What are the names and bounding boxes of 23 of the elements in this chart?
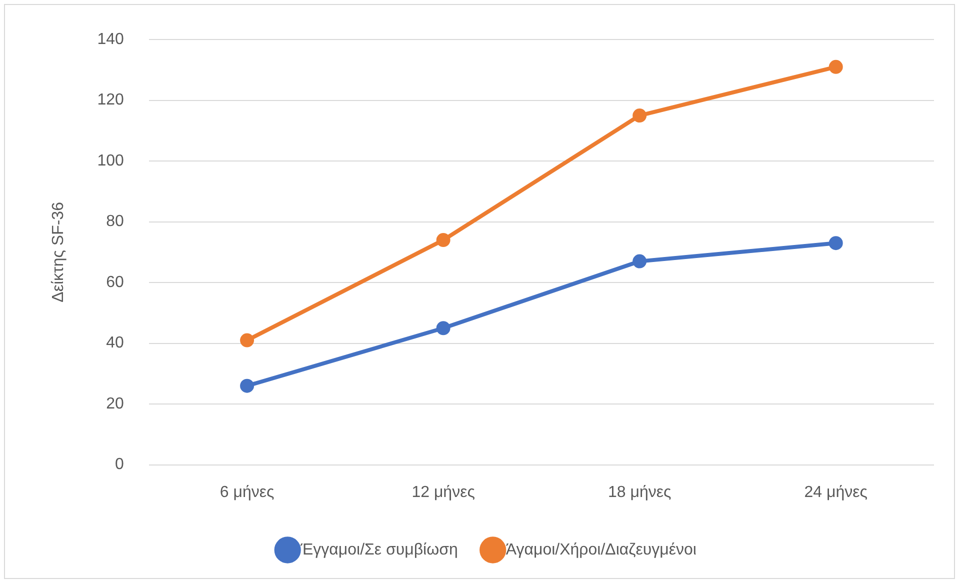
y-tick-label: 0 — [114, 456, 124, 474]
x-tick-label: 24 μήνες — [804, 484, 868, 501]
y-tick-label: 100 — [97, 152, 124, 170]
point — [240, 378, 254, 393]
y-tick-label: 40 — [106, 334, 124, 352]
y-tick-label: 120 — [97, 92, 124, 109]
point — [828, 60, 843, 74]
x-tick-label: 6 μήνες — [220, 484, 274, 501]
point — [828, 236, 843, 250]
y-tick-label: 80 — [106, 213, 124, 230]
x-tick-label: 12 μήνες — [412, 484, 476, 501]
y-tick-label: 140 — [97, 31, 124, 48]
point — [240, 333, 254, 348]
point — [632, 108, 647, 123]
y-tick-label: 60 — [106, 274, 124, 291]
point — [436, 233, 450, 248]
y-axis-title: Δείκτης SF-36 — [50, 202, 68, 302]
x-tick-label: 18 μήνες — [608, 484, 672, 501]
legend-label: Έγγαμοι/Σε συμβίωση — [300, 541, 458, 558]
y-tick-label: 20 — [106, 395, 124, 412]
point — [436, 321, 450, 336]
point — [632, 254, 647, 268]
legend-label: Άγαμοι/Χήροι/Διαζευγμένοι — [506, 541, 697, 558]
